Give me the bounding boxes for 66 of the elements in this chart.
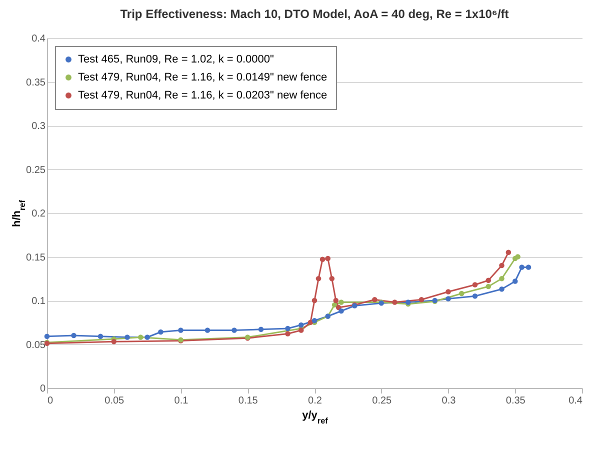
point (472, 282, 478, 288)
point (325, 256, 331, 262)
chart-title: Trip Effectiveness: Mach 10, DTO Model, AoA = 40 deg, Re = 1x10⁶/ft (120, 7, 509, 21)
point (316, 276, 322, 282)
legend-label: Test 479, Run04, Re = 1.16, k = 0.0203" new fence (78, 90, 328, 102)
point (338, 300, 344, 305)
point (320, 256, 326, 262)
y-tick-label: 0.2 (32, 208, 46, 220)
legend-label: Test 465, Run09, Re = 1.02, k = 0.0000" (78, 54, 274, 66)
point (158, 329, 164, 335)
y-tick-label: 0 (40, 384, 46, 394)
point (499, 286, 504, 292)
x-tick-label: 0.35 (506, 396, 526, 406)
point (499, 276, 504, 282)
point (298, 322, 304, 328)
point (44, 334, 50, 340)
point (499, 262, 504, 268)
point (458, 290, 464, 296)
point (336, 304, 342, 310)
y-tick-label: 0.3 (32, 121, 46, 132)
point (71, 332, 76, 338)
y-tick-label: 0.4 (32, 34, 46, 44)
point (124, 334, 130, 340)
point (526, 264, 532, 270)
legend-label: Test 479, Run04, Re = 1.16, k = 0.0149" new fence (78, 72, 328, 84)
x-tick-label: 0.3 (442, 396, 456, 406)
point (333, 298, 339, 304)
point (519, 264, 524, 270)
x-tick-label: 0 (48, 396, 54, 406)
point (204, 328, 210, 333)
point (332, 302, 338, 308)
point (178, 328, 184, 333)
y-tick-label: 0.35 (26, 77, 46, 88)
point (285, 326, 290, 332)
point (98, 334, 104, 340)
point (312, 298, 318, 304)
point (506, 250, 512, 256)
point (486, 278, 492, 284)
x-tick-label: 0.15 (238, 396, 258, 406)
y-tick-label: 0.05 (26, 340, 46, 351)
point (258, 326, 264, 332)
point (232, 328, 237, 333)
y-tick-label: 0.15 (26, 252, 46, 264)
y-tick-label: 0.25 (26, 164, 46, 176)
point (512, 278, 518, 284)
point (418, 296, 424, 302)
x-tick-label: 0.2 (308, 396, 322, 406)
x-tick-label: 0.05 (104, 396, 125, 406)
x-tick-label: 0.1 (174, 396, 189, 406)
point (111, 338, 117, 344)
point (144, 334, 150, 340)
point (446, 289, 451, 294)
point (338, 308, 344, 314)
point (486, 284, 492, 290)
x-tick-label: 0.25 (372, 396, 392, 406)
point (515, 254, 520, 260)
x-axis-title: y/y$_{ref}$ (302, 410, 328, 425)
point (372, 296, 378, 302)
point (392, 300, 398, 305)
point (138, 334, 144, 340)
y-tick-label: 0.1 (32, 296, 46, 307)
point (285, 331, 290, 336)
point (329, 276, 335, 282)
point (446, 296, 451, 302)
x-tick-label: 0.4 (568, 396, 583, 406)
point (472, 293, 478, 299)
